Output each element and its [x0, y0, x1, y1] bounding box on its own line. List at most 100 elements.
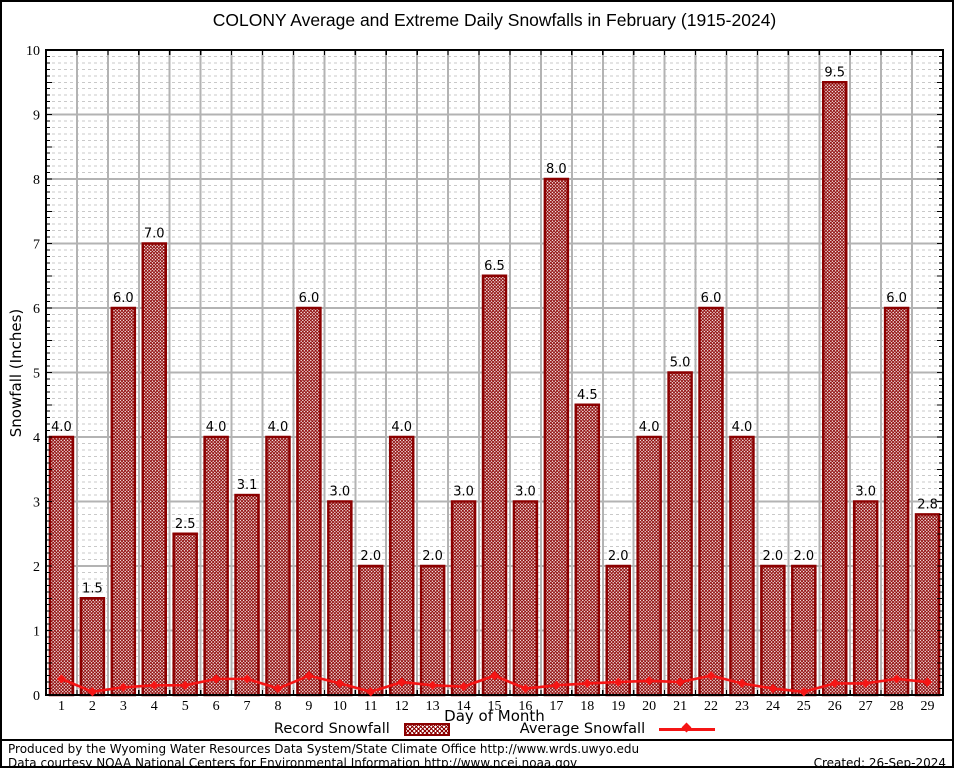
y-tick-label-2: 2 — [33, 560, 40, 575]
bar-value-label-day-11: 2.0 — [360, 549, 381, 564]
record-bar-day-29 — [914, 513, 941, 697]
bar-value-label-day-12: 4.0 — [391, 420, 412, 435]
y-tick-label-0: 0 — [33, 689, 40, 704]
average-marker-day-8 — [273, 683, 283, 694]
y-tick-label-9: 9 — [33, 109, 40, 124]
x-tick-label-4: 4 — [151, 699, 158, 714]
chart-legend: Record Snowfall Average Snowfall — [46, 721, 943, 737]
x-tick-label-28: 28 — [890, 699, 904, 714]
average-snowfall-line-icon — [659, 722, 716, 733]
record-bar-day-23 — [729, 435, 755, 697]
x-tick-label-14: 14 — [457, 699, 471, 714]
bar-value-label-day-3: 6.0 — [113, 291, 134, 306]
average-marker-day-6 — [211, 674, 221, 684]
x-tick-label-10: 10 — [333, 699, 347, 714]
x-tick-label-15: 15 — [488, 699, 502, 714]
average-marker-day-18 — [582, 678, 592, 688]
y-tick-label-10: 10 — [26, 44, 40, 59]
record-bar-day-21 — [667, 371, 693, 697]
footer-data-courtesy: Data courtesy NOAA National Centers for … — [8, 756, 578, 768]
bar-value-label-day-14: 3.0 — [453, 485, 474, 500]
record-bar-day-2 — [79, 597, 106, 697]
record-bar-day-13 — [419, 564, 446, 697]
average-marker-day-25 — [799, 687, 809, 697]
bar-value-label-day-16: 3.0 — [515, 485, 536, 500]
record-bar-day-26 — [821, 81, 848, 697]
x-tick-label-22: 22 — [704, 699, 718, 714]
y-axis-title: Snowfall (Inches) — [7, 308, 25, 438]
y-tick-label-4: 4 — [33, 431, 40, 446]
footer-produced-by: Produced by the Wyoming Water Resources … — [8, 742, 640, 756]
record-bar-day-27 — [852, 500, 879, 697]
y-tick-label-7: 7 — [33, 238, 40, 253]
x-tick-label-16: 16 — [518, 699, 532, 714]
average-marker-day-10 — [335, 678, 345, 688]
x-tick-label-8: 8 — [274, 699, 281, 714]
average-marker-day-21 — [675, 677, 685, 687]
average-marker-day-17 — [551, 680, 561, 690]
bar-value-label-day-20: 4.0 — [639, 420, 660, 435]
average-marker-day-1 — [56, 674, 67, 684]
average-marker-day-13 — [428, 680, 438, 690]
y-tick-label-3: 3 — [33, 496, 40, 511]
average-snowfall-line — [56, 671, 933, 697]
x-tick-label-5: 5 — [182, 699, 189, 714]
bar-value-label-day-19: 2.0 — [608, 549, 629, 564]
axes-and-ticks — [45, 49, 944, 696]
x-tick-label-23: 23 — [735, 699, 749, 714]
x-tick-label-26: 26 — [828, 699, 842, 714]
record-bar-day-5 — [172, 532, 198, 697]
bar-value-label-day-24: 2.0 — [763, 549, 784, 564]
bar-value-label-day-23: 4.0 — [732, 420, 753, 435]
bar-value-label-day-8: 4.0 — [268, 420, 289, 435]
x-tick-label-11: 11 — [364, 699, 377, 714]
average-marker-day-14 — [458, 682, 469, 692]
y-tick-label-1: 1 — [33, 625, 40, 640]
record-bar-day-22 — [698, 306, 724, 697]
bar-value-label-day-17: 8.0 — [546, 162, 567, 177]
y-tick-label-5: 5 — [33, 367, 40, 382]
average-marker-day-7 — [242, 674, 252, 684]
average-marker-day-23 — [737, 678, 747, 688]
bar-value-label-day-7: 3.1 — [237, 478, 258, 493]
footer: Produced by the Wyoming Water Resources … — [2, 739, 952, 766]
x-tick-label-12: 12 — [395, 699, 409, 714]
record-snowfall-swatch-icon — [403, 722, 450, 736]
record-bar-day-3 — [110, 306, 137, 697]
bar-value-label-day-6: 4.0 — [206, 420, 227, 435]
average-marker-day-20 — [644, 676, 654, 686]
bar-value-label-day-26: 9.5 — [824, 65, 845, 80]
record-bar-day-16 — [512, 500, 539, 697]
x-tick-label-27: 27 — [859, 699, 873, 714]
bar-value-label-day-9: 6.0 — [299, 291, 320, 306]
bar-value-label-day-13: 2.0 — [422, 549, 443, 564]
chart-title: COLONY Average and Extreme Daily Snowfal… — [212, 10, 777, 30]
x-tick-label-9: 9 — [305, 699, 312, 714]
average-marker-day-2 — [87, 687, 97, 697]
average-marker-day-19 — [613, 677, 623, 687]
bar-value-label-day-21: 5.0 — [670, 356, 691, 371]
record-bar-day-1 — [48, 435, 75, 697]
plot-border — [45, 49, 944, 696]
record-bar-day-11 — [358, 564, 384, 697]
bar-value-label-day-18: 4.5 — [577, 388, 598, 403]
bar-value-label-day-5: 2.5 — [175, 517, 196, 532]
bar-value-label-day-29: 2.8 — [917, 497, 938, 512]
bar-value-label-day-25: 2.0 — [793, 549, 814, 564]
x-tick-label-1: 1 — [58, 699, 65, 714]
x-tick-label-19: 19 — [611, 699, 625, 714]
x-tick-label-25: 25 — [797, 699, 811, 714]
x-tick-label-21: 21 — [673, 699, 687, 714]
average-marker-day-11 — [366, 687, 376, 697]
record-bar-day-7 — [234, 493, 260, 697]
bar-value-label-day-4: 7.0 — [144, 227, 165, 242]
y-tick-label-6: 6 — [33, 302, 40, 317]
x-tick-label-6: 6 — [213, 699, 220, 714]
x-tick-label-2: 2 — [89, 699, 96, 714]
bar-value-label-day-15: 6.5 — [484, 259, 505, 274]
x-axis-title: Day of Month — [444, 707, 545, 725]
record-bar-day-8 — [265, 435, 291, 697]
record-bar-day-15 — [481, 274, 508, 697]
